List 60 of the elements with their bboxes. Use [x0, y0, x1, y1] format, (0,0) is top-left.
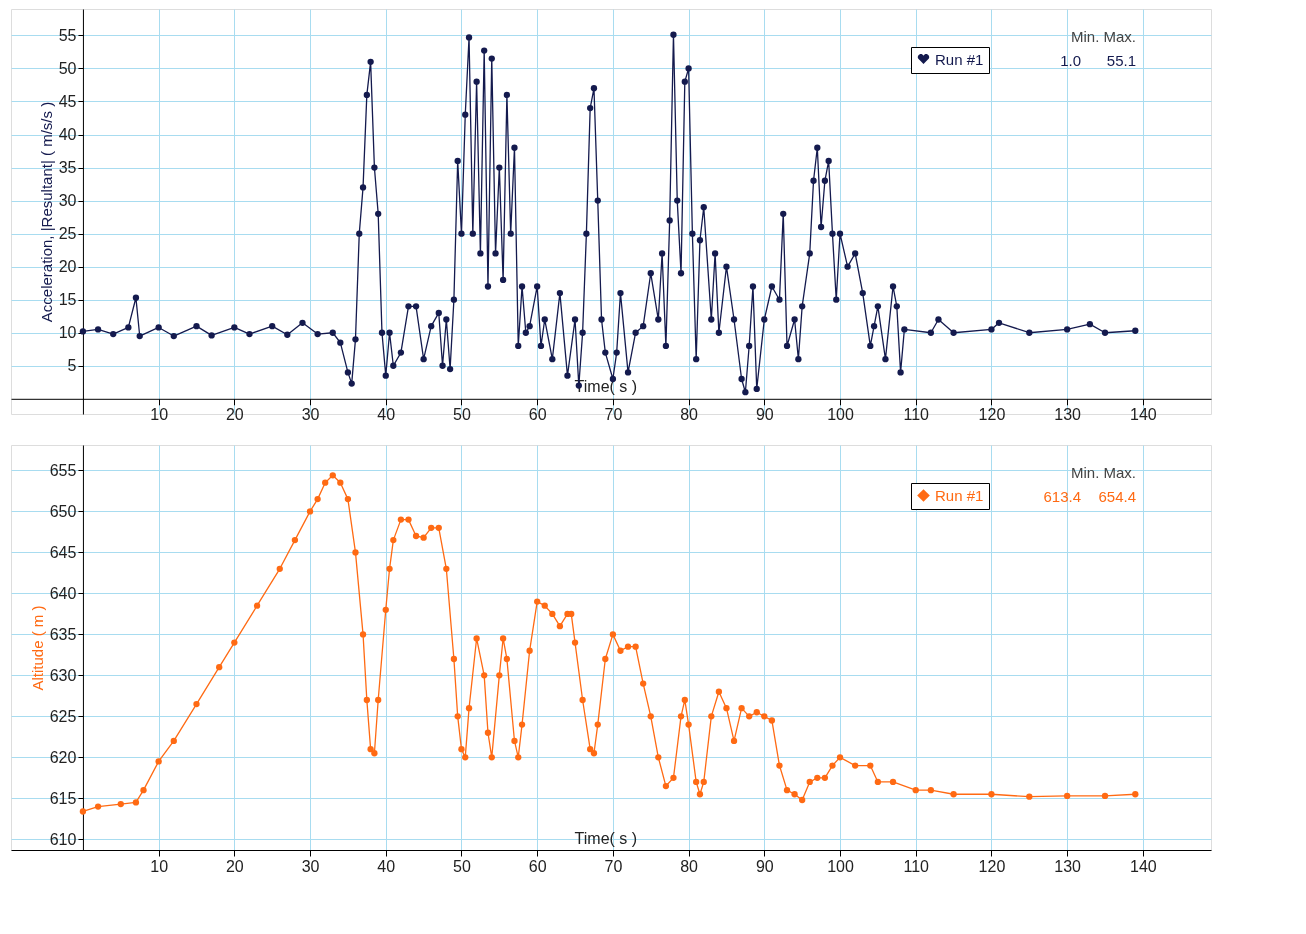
y-tick-label: 30: [58, 192, 77, 210]
x-tick-label: 130: [1054, 857, 1082, 875]
y-tick-label: 55: [58, 26, 77, 44]
y-tick-label: 645: [49, 543, 77, 561]
y-tick-label: 615: [49, 789, 77, 807]
x-tick-label: 70: [604, 406, 623, 424]
annotation: 654.4: [1098, 488, 1136, 505]
x-tick-label: 10: [150, 406, 169, 424]
x-tick-label: 140: [1130, 406, 1157, 424]
x-tick-label: 20: [225, 857, 244, 875]
x-tick-label: 130: [1054, 406, 1082, 424]
legend-title: Min. Max.: [1070, 28, 1136, 45]
y-tick-label: 625: [49, 707, 77, 725]
legend-label: Run #1: [935, 486, 984, 504]
x-tick-label: 100: [827, 857, 854, 875]
x-tick-label: 50: [453, 857, 471, 875]
x-tick-label: 140: [1130, 857, 1157, 875]
x-tick-label: 120: [978, 857, 1006, 875]
y-tick-label: 650: [49, 502, 77, 520]
annotation: 55.1: [1106, 52, 1136, 69]
x-tick-label: 40: [377, 406, 396, 424]
x-tick-label: 30: [301, 406, 320, 424]
x-tick-label: 80: [680, 406, 699, 424]
x-tick-label: 20: [225, 406, 244, 424]
x-tick-label: 110: [903, 406, 930, 424]
x-tick-label: 90: [755, 857, 774, 875]
annotation: 613.4: [1043, 488, 1081, 505]
x-tick-label: 70: [604, 857, 623, 875]
y-tick-label: 50: [58, 59, 77, 77]
x-tick-label: 30: [301, 857, 320, 875]
y-tick-label: 10: [58, 324, 77, 342]
x-tick-label: 90: [755, 406, 774, 424]
x-tick-label: 60: [528, 857, 547, 875]
x-tick-label: 110: [903, 857, 930, 875]
y-tick-label: 20: [58, 258, 77, 276]
y-tick-label: 630: [49, 666, 77, 684]
x-tick-label: 60: [528, 406, 547, 424]
y-tick-label: 25: [58, 225, 77, 243]
y-tick-label: 15: [58, 291, 77, 309]
x-axis-title: Time( s ): [574, 829, 638, 847]
x-tick-label: 100: [827, 406, 854, 424]
x-tick-label: 10: [150, 857, 169, 875]
x-tick-label: 120: [978, 406, 1006, 424]
legend-title: Min. Max.: [1070, 464, 1136, 481]
y-tick-label: 620: [49, 748, 77, 766]
y-tick-label: 45: [58, 93, 77, 110]
y-axis-title: Acceleration, |Resultant| ( m/s/s ): [37, 101, 55, 323]
legend-label: Run #1: [935, 50, 984, 68]
x-tick-label: 80: [680, 857, 699, 875]
y-tick-label: 40: [58, 126, 77, 144]
y-tick-label: 640: [49, 584, 77, 602]
x-tick-label: 50: [453, 406, 471, 424]
y-tick-label: 5: [67, 357, 77, 375]
y-tick-label: 635: [49, 625, 77, 643]
x-tick-label: 40: [377, 857, 396, 875]
y-tick-label: 655: [49, 461, 77, 479]
y-tick-label: 35: [58, 159, 77, 177]
y-axis-title: Altitude ( m ): [28, 605, 46, 691]
annotation: 1.0: [1060, 52, 1081, 69]
y-tick-label: 610: [49, 830, 77, 848]
